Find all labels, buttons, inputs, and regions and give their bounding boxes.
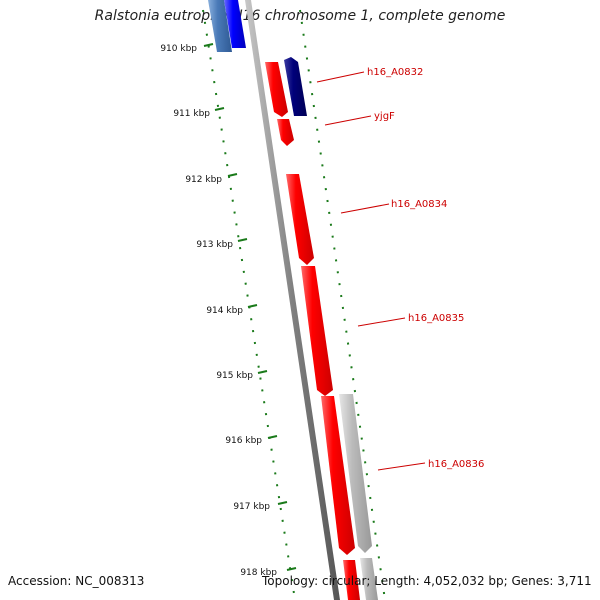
tick-labels: 910 kbp 911 kbp 912 kbp 913 kbp 914 kbp … bbox=[160, 44, 277, 578]
tick-label-910: 910 kbp bbox=[160, 44, 197, 54]
accession-text: Accession: NC_008313 bbox=[8, 574, 144, 588]
gene-labels: h16_A0832 yjgF h16_A0834 h16_A0835 h16_A… bbox=[367, 67, 484, 470]
gene-feature-yjgf[interactable] bbox=[277, 119, 294, 146]
gene-label-h16-a0836[interactable]: h16_A0836 bbox=[428, 459, 484, 470]
leader-yjgf bbox=[325, 116, 371, 125]
tick-mark-910 bbox=[204, 44, 213, 46]
tick-mark-912 bbox=[228, 174, 237, 176]
gene-feature-h16-a0834[interactable] bbox=[286, 174, 314, 265]
leader-h16-a0836 bbox=[378, 463, 425, 470]
tick-mark-918 bbox=[287, 568, 296, 570]
tick-label-917: 917 kbp bbox=[233, 502, 270, 512]
leader-h16-a0832 bbox=[317, 72, 364, 82]
tick-label-916: 916 kbp bbox=[225, 436, 262, 446]
tick-mark-915 bbox=[258, 371, 267, 373]
gene-label-h16-a0832[interactable]: h16_A0832 bbox=[367, 67, 423, 78]
tick-mark-911 bbox=[215, 108, 224, 110]
genome-map: 910 kbp 911 kbp 912 kbp 913 kbp 914 kbp … bbox=[0, 0, 600, 600]
tick-mark-917 bbox=[278, 502, 287, 504]
gene-label-h16-a0834[interactable]: h16_A0834 bbox=[391, 199, 447, 210]
tick-mark-914 bbox=[248, 305, 257, 307]
leader-h16-a0834 bbox=[341, 204, 389, 213]
tick-mark-916 bbox=[268, 436, 277, 438]
gene-feature-reverse-navy[interactable] bbox=[284, 57, 307, 116]
tick-label-913: 913 kbp bbox=[196, 240, 233, 250]
gene-feature-h16-a0832[interactable] bbox=[265, 62, 288, 117]
tick-label-912: 912 kbp bbox=[185, 175, 222, 185]
genome-map-view: Ralstonia eutropha H16 chromosome 1, com… bbox=[0, 0, 600, 600]
gene-label-yjgf[interactable]: yjgF bbox=[374, 111, 395, 122]
tick-label-914: 914 kbp bbox=[206, 306, 243, 316]
gene-label-h16-a0835[interactable]: h16_A0835 bbox=[408, 313, 464, 324]
leader-h16-a0835 bbox=[358, 318, 405, 326]
tick-label-915: 915 kbp bbox=[216, 371, 253, 381]
tick-mark-913 bbox=[238, 239, 247, 241]
genome-stats-text: Topology: circular; Length: 4,052,032 bp… bbox=[262, 574, 592, 588]
tick-label-911: 911 kbp bbox=[173, 109, 210, 119]
